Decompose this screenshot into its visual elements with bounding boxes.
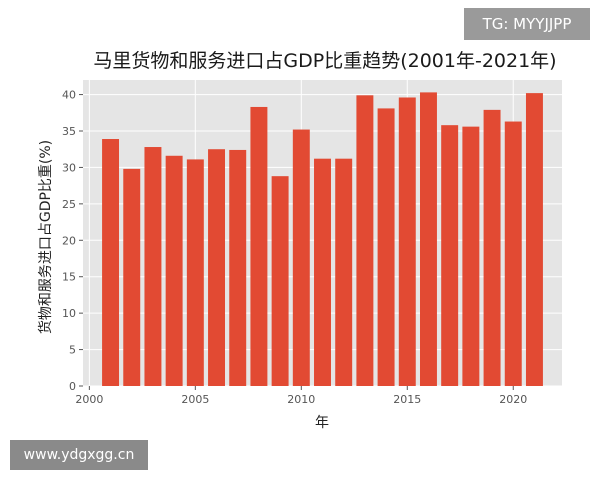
watermark-tg: TG: MYYJJPP [464,8,590,40]
bar-2010 [292,129,310,387]
y-tick-label: 40 [62,89,76,102]
y-tick-label: 5 [69,344,76,357]
bar-2017 [441,125,459,387]
bar-2004 [165,155,183,386]
x-axis-ticks: 2000 2005 2010 2015 2020 [75,386,527,406]
bar-2003 [144,147,162,386]
bar-2009 [271,176,289,386]
y-tick-label: 10 [62,307,76,320]
bar-2008 [250,106,268,386]
bar-2018 [462,126,480,386]
bar-2014 [377,108,395,387]
y-tick-label: 30 [62,161,76,174]
bar-2011 [314,158,331,386]
chart-title: 马里货物和服务进口占GDP比重趋势(2001年-2021年) [93,50,556,72]
y-tick-label: 35 [62,125,76,138]
x-tick-label: 2015 [393,393,421,406]
x-tick-label: 2005 [181,393,209,406]
bar-2007 [229,149,247,386]
bar-2020 [504,121,522,387]
y-axis-label: 货物和服务进口占GDP比重(%) [37,140,54,334]
bar-2012 [335,158,353,386]
x-tick-label: 2010 [287,393,315,406]
watermark-site: www.ydgxgg.cn [10,440,148,470]
bar-2021 [525,93,543,386]
y-tick-label: 20 [62,234,76,247]
bar-2015 [398,97,416,386]
bars [102,92,543,387]
x-tick-label: 2000 [75,393,103,406]
bar-2019 [483,109,501,386]
x-tick-label: 2020 [499,393,527,406]
bar-2005 [186,159,204,386]
bar-2006 [208,149,226,386]
y-tick-label: 0 [69,380,76,393]
bar-2016 [419,92,437,386]
y-axis-ticks: 0 5 10 15 20 25 30 35 40 [62,89,83,393]
bar-2002 [123,168,141,386]
y-tick-label: 25 [62,198,76,211]
bar-2013 [356,95,374,387]
y-tick-label: 15 [62,271,76,284]
bar-2001 [102,139,120,386]
x-axis-label: 年 [315,415,329,431]
